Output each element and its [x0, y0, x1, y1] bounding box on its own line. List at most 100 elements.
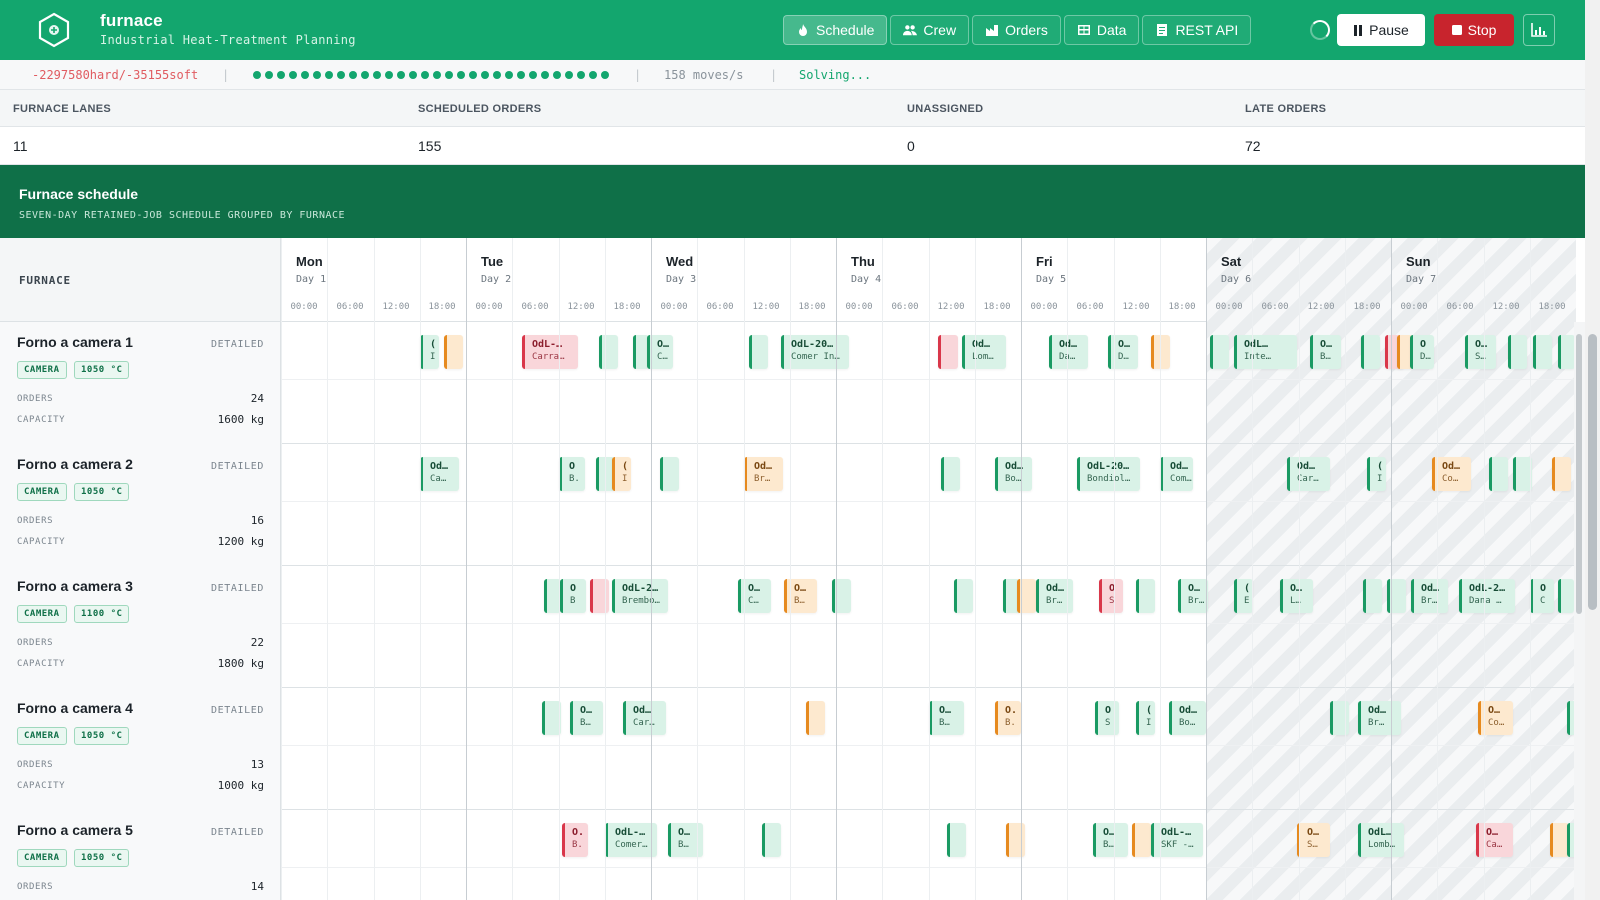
job-block[interactable]	[1567, 823, 1577, 857]
schedule-scrollbar-thumb[interactable]	[1576, 334, 1582, 614]
job-block[interactable]	[749, 335, 768, 369]
job-block[interactable]: O… Ca…	[1476, 823, 1513, 857]
job-block[interactable]: Od… Br…	[1358, 701, 1401, 735]
job-block[interactable]: (E	[1234, 579, 1253, 613]
job-block[interactable]	[542, 701, 561, 735]
job-block[interactable]: O… B…	[784, 579, 817, 613]
job-block[interactable]	[1558, 579, 1574, 613]
job-block[interactable]	[1017, 579, 1036, 613]
job-block[interactable]: Od… Ca…	[420, 457, 459, 491]
job-block[interactable]	[1003, 579, 1020, 613]
job-block[interactable]: O. B.	[562, 823, 588, 857]
job-block[interactable]	[1552, 457, 1571, 491]
job-block[interactable]	[1567, 701, 1577, 735]
job-block[interactable]: (I	[420, 335, 439, 369]
job-block[interactable]: O… L…	[1280, 579, 1313, 613]
job-block[interactable]: O D…	[1410, 335, 1434, 369]
job-block[interactable]	[938, 335, 958, 369]
job-block[interactable]: OdL-… Comer…	[605, 823, 657, 857]
job-block[interactable]: Od… Car…	[1287, 457, 1330, 491]
analysis-button[interactable]	[1523, 14, 1555, 46]
job-block[interactable]	[599, 335, 618, 369]
job-block[interactable]: O… Co…	[1478, 701, 1513, 735]
job-block[interactable]: O… S…	[1297, 823, 1330, 857]
schedule-scrollbar[interactable]	[1574, 322, 1585, 900]
detailed-link[interactable]: DETAILED	[211, 339, 264, 350]
job-block[interactable]: Od… Br…	[1036, 579, 1073, 613]
job-block[interactable]: O B.	[559, 457, 585, 491]
nav-orders-button[interactable]: Orders	[972, 15, 1061, 45]
job-block[interactable]: OdL… Lomb…	[1358, 823, 1404, 857]
job-block[interactable]: Od… Bo…	[1169, 701, 1206, 735]
job-block[interactable]: (I	[1136, 701, 1155, 735]
detailed-link[interactable]: DETAILED	[211, 827, 264, 838]
job-block[interactable]	[1513, 457, 1532, 491]
job-block[interactable]	[1387, 579, 1406, 613]
job-block[interactable]: O. B.	[995, 701, 1021, 735]
nav-schedule-button[interactable]: Schedule	[783, 15, 888, 45]
job-block[interactable]	[941, 457, 960, 491]
page-scrollbar[interactable]	[1585, 0, 1600, 900]
job-block[interactable]: Od… Br…	[744, 457, 783, 491]
job-block[interactable]: O… C…	[738, 579, 771, 613]
nav-crew-button[interactable]: Crew	[890, 15, 970, 45]
job-block[interactable]	[954, 579, 973, 613]
job-block[interactable]: OdL-… SKF -…	[1151, 823, 1203, 857]
pause-button[interactable]: Pause	[1337, 14, 1425, 46]
job-block[interactable]	[660, 457, 679, 491]
job-block[interactable]	[1006, 823, 1025, 857]
job-block[interactable]: Od… Lom…	[962, 335, 1006, 369]
job-block[interactable]: (I	[612, 457, 631, 491]
stop-button[interactable]: Stop	[1434, 14, 1514, 46]
job-block[interactable]	[1361, 335, 1380, 369]
page-scrollbar-thumb[interactable]	[1588, 334, 1597, 610]
job-block[interactable]	[1558, 335, 1575, 369]
job-block[interactable]: Od… Bo…	[995, 457, 1032, 491]
job-block[interactable]: O… S…	[1465, 335, 1496, 369]
job-block[interactable]: Od…Da…	[1049, 335, 1088, 369]
job-block[interactable]	[1210, 335, 1229, 369]
job-block[interactable]	[1489, 457, 1508, 491]
nav-rest-api-button[interactable]: REST API	[1142, 15, 1252, 45]
job-block[interactable]: OdL-20… Comer In…	[781, 335, 849, 369]
nav-data-button[interactable]: Data	[1063, 15, 1140, 45]
job-block[interactable]: OdL-20… Bondiol…	[1077, 457, 1140, 491]
job-block[interactable]: Od… Br…	[1411, 579, 1448, 613]
job-block[interactable]	[544, 579, 561, 613]
job-block[interactable]	[762, 823, 781, 857]
detailed-link[interactable]: DETAILED	[211, 705, 264, 716]
job-block[interactable]	[1533, 335, 1552, 369]
job-block[interactable]: O… B…	[1093, 823, 1128, 857]
job-block[interactable]	[1550, 823, 1569, 857]
job-block[interactable]	[1136, 579, 1155, 613]
job-block[interactable]: Od… Co…	[1432, 457, 1471, 491]
job-block[interactable]	[806, 701, 825, 735]
job-block[interactable]	[947, 823, 966, 857]
job-block[interactable]: (I	[1367, 457, 1386, 491]
job-block[interactable]: O… Br…	[1178, 579, 1208, 613]
job-block[interactable]	[1508, 335, 1527, 369]
detailed-link[interactable]: DETAILED	[211, 583, 264, 594]
job-block[interactable]: O… B…	[929, 701, 964, 735]
job-block[interactable]: O… B…	[1310, 335, 1341, 369]
job-block[interactable]	[1363, 579, 1382, 613]
job-block[interactable]	[1330, 701, 1349, 735]
job-block[interactable]: O… B…	[570, 701, 603, 735]
job-block[interactable]: Od… Car…	[623, 701, 666, 735]
job-block[interactable]	[1132, 823, 1151, 857]
job-block[interactable]	[1397, 335, 1413, 369]
job-block[interactable]: OdL… Inte…	[1234, 335, 1297, 369]
job-block[interactable]	[832, 579, 851, 613]
job-block[interactable]: OdL-2… Dana …	[1459, 579, 1515, 613]
job-block[interactable]: OdL-… Carra…	[522, 335, 578, 369]
job-block[interactable]: OdL-2… Brembo…	[612, 579, 668, 613]
detailed-link[interactable]: DETAILED	[211, 461, 264, 472]
job-block[interactable]: O… D…	[1108, 335, 1138, 369]
job-block[interactable]	[590, 579, 609, 613]
job-block[interactable]: Od… Com…	[1160, 457, 1193, 491]
job-block[interactable]	[444, 335, 463, 369]
